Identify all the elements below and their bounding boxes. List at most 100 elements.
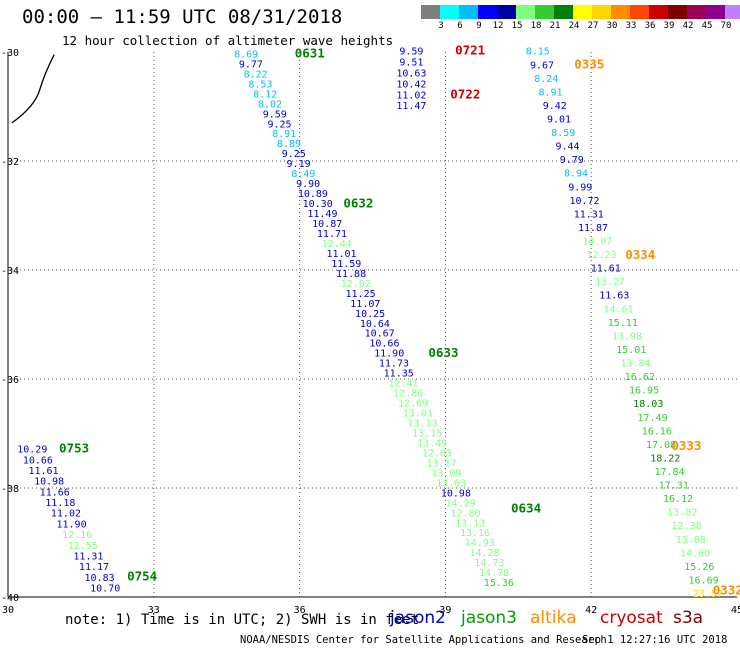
wave-height-label: 11.90 xyxy=(374,349,404,360)
wave-height-label: 10.63 xyxy=(396,69,426,80)
wave-height-label: 18.22 xyxy=(650,453,680,464)
wave-height-label: 13.01 xyxy=(403,409,433,420)
wave-height-label: 15.36 xyxy=(484,578,514,589)
wave-height-label: 16.95 xyxy=(629,386,659,397)
chart-subtitle: 12 hour collection of altimeter wave hei… xyxy=(62,33,394,48)
colorbar-swatch xyxy=(592,5,611,19)
wave-height-label: 8.91 xyxy=(538,87,562,98)
legend-jason3: jason3 xyxy=(461,608,517,628)
wave-height-label: 17.31 xyxy=(659,481,689,492)
chart-title: 00:00 – 11:59 UTC 08/31/2018 xyxy=(22,6,343,28)
pass-time-label: 0722 xyxy=(450,86,480,101)
wave-height-label: 8.24 xyxy=(534,74,558,85)
wave-height-label: 12.02 xyxy=(341,279,371,290)
wave-height-label: 12.23 xyxy=(586,250,616,261)
pass-time-label: 0632 xyxy=(343,195,373,210)
wave-height-label: 11.25 xyxy=(346,289,376,300)
wave-height-label: 10.98 xyxy=(34,477,64,488)
wave-height-label: 11.90 xyxy=(56,519,86,530)
colorbar-swatch xyxy=(573,5,592,19)
wave-height-label: 10.67 xyxy=(365,329,395,340)
pass-time-label: 0633 xyxy=(428,345,458,360)
wave-height-label: 8.89 xyxy=(277,139,301,150)
wave-height-label: 9.42 xyxy=(543,101,567,112)
wave-height-label: 13.82 xyxy=(667,508,697,519)
wave-height-label: 15.11 xyxy=(608,318,638,329)
wave-height-label: 11.61 xyxy=(591,264,621,275)
wave-height-label: 9.51 xyxy=(399,58,423,69)
wave-height-label: 11.02 xyxy=(396,90,426,101)
pass-time-label: 0753 xyxy=(59,441,89,456)
x-tick-label: 39 xyxy=(439,605,451,616)
wave-height-label: 15.26 xyxy=(684,562,714,573)
wave-height-label: 11.47 xyxy=(396,101,426,112)
wave-height-label: 10.70 xyxy=(90,584,120,595)
wave-height-label: 12.03 xyxy=(422,448,452,459)
colorbar-swatch xyxy=(478,5,497,19)
wave-height-label: 9.90 xyxy=(296,179,320,190)
wave-height-label: 9.44 xyxy=(555,142,579,153)
colorbar-swatch xyxy=(497,5,516,19)
colorbar-swatches xyxy=(421,5,740,19)
colorbar-label: 27 xyxy=(587,21,599,31)
colorbar-label: 12 xyxy=(492,21,504,31)
wave-height-label: 9.67 xyxy=(530,60,554,71)
wave-height-label: 11.35 xyxy=(384,369,414,380)
wave-height-label: 11.66 xyxy=(40,487,70,498)
wave-height-label: 12.80 xyxy=(450,508,480,519)
wave-height-label: 17.49 xyxy=(638,413,668,424)
wave-height-label: 8.49 xyxy=(291,169,315,180)
x-tick-label: 30 xyxy=(2,605,14,616)
wave-height-label: 13.16 xyxy=(460,528,490,539)
wave-height-label: 11.59 xyxy=(331,259,361,270)
wave-height-label: 11.87 xyxy=(578,223,608,234)
wave-height-label: 10.64 xyxy=(360,319,390,330)
wave-height-label: 10.98 xyxy=(441,488,471,499)
wave-height-label: 13.63 xyxy=(436,478,466,489)
colorbar-label: 30 xyxy=(606,21,618,31)
colorbar-swatch xyxy=(535,5,554,19)
wave-height-label: 14.93 xyxy=(465,538,495,549)
wave-height-label: 18.03 xyxy=(633,399,663,410)
wave-height-label: 10.30 xyxy=(303,199,333,210)
wave-height-label: 17.08 xyxy=(646,440,676,451)
wave-height-label: 11.18 xyxy=(45,498,75,509)
wave-height-label: 14.61 xyxy=(603,304,633,315)
wave-height-label: 8.02 xyxy=(258,99,282,110)
colorbar-swatch xyxy=(440,5,459,19)
pass-time-label: 0335 xyxy=(574,56,604,71)
footer-credit: NOAA/NESDIS Center for Satellite Applica… xyxy=(240,634,607,646)
wave-height-label: 13.84 xyxy=(620,359,650,370)
wave-height-label: 10.66 xyxy=(369,339,399,350)
colorbar-label: 33 xyxy=(625,21,637,31)
wave-height-label: 11.02 xyxy=(51,509,81,520)
colorbar-label: 45 xyxy=(701,21,713,31)
pass-time-label: 0332 xyxy=(713,582,740,597)
y-tick-label: -38 xyxy=(1,484,19,495)
wave-height-label: 14.60 xyxy=(680,548,710,559)
colorbar-swatch xyxy=(611,5,630,19)
colorbar-swatch xyxy=(554,5,573,19)
wave-height-label: 12.16 xyxy=(62,530,92,541)
wave-height-label: 9.59 xyxy=(399,47,423,58)
x-tick-label: 33 xyxy=(148,605,160,616)
wave-height-label: 9.25 xyxy=(282,149,306,160)
wave-height-label: 11.71 xyxy=(317,229,347,240)
wave-height-label: 16.69 xyxy=(689,575,719,586)
wave-height-label: 13.09 xyxy=(431,468,461,479)
wave-height-label: 11.61 xyxy=(28,466,58,477)
legend-s3a: s3a xyxy=(673,608,704,628)
wave-height-label: 9.77 xyxy=(239,59,263,70)
y-tick-label: -40 xyxy=(1,593,19,604)
wave-height-label: 13.27 xyxy=(595,277,625,288)
wave-height-label: 8.69 xyxy=(234,49,258,60)
colorbar-label: 70 xyxy=(720,21,732,31)
wave-height-label: 11.73 xyxy=(379,359,409,370)
colorbar-swatch xyxy=(706,5,725,19)
colorbar-label: 9 xyxy=(476,21,482,31)
colorbar-swatch xyxy=(630,5,649,19)
wave-height-label: 8.53 xyxy=(248,79,272,90)
wave-height-label: 15.01 xyxy=(616,345,646,356)
wave-height-label: 11.63 xyxy=(599,291,629,302)
